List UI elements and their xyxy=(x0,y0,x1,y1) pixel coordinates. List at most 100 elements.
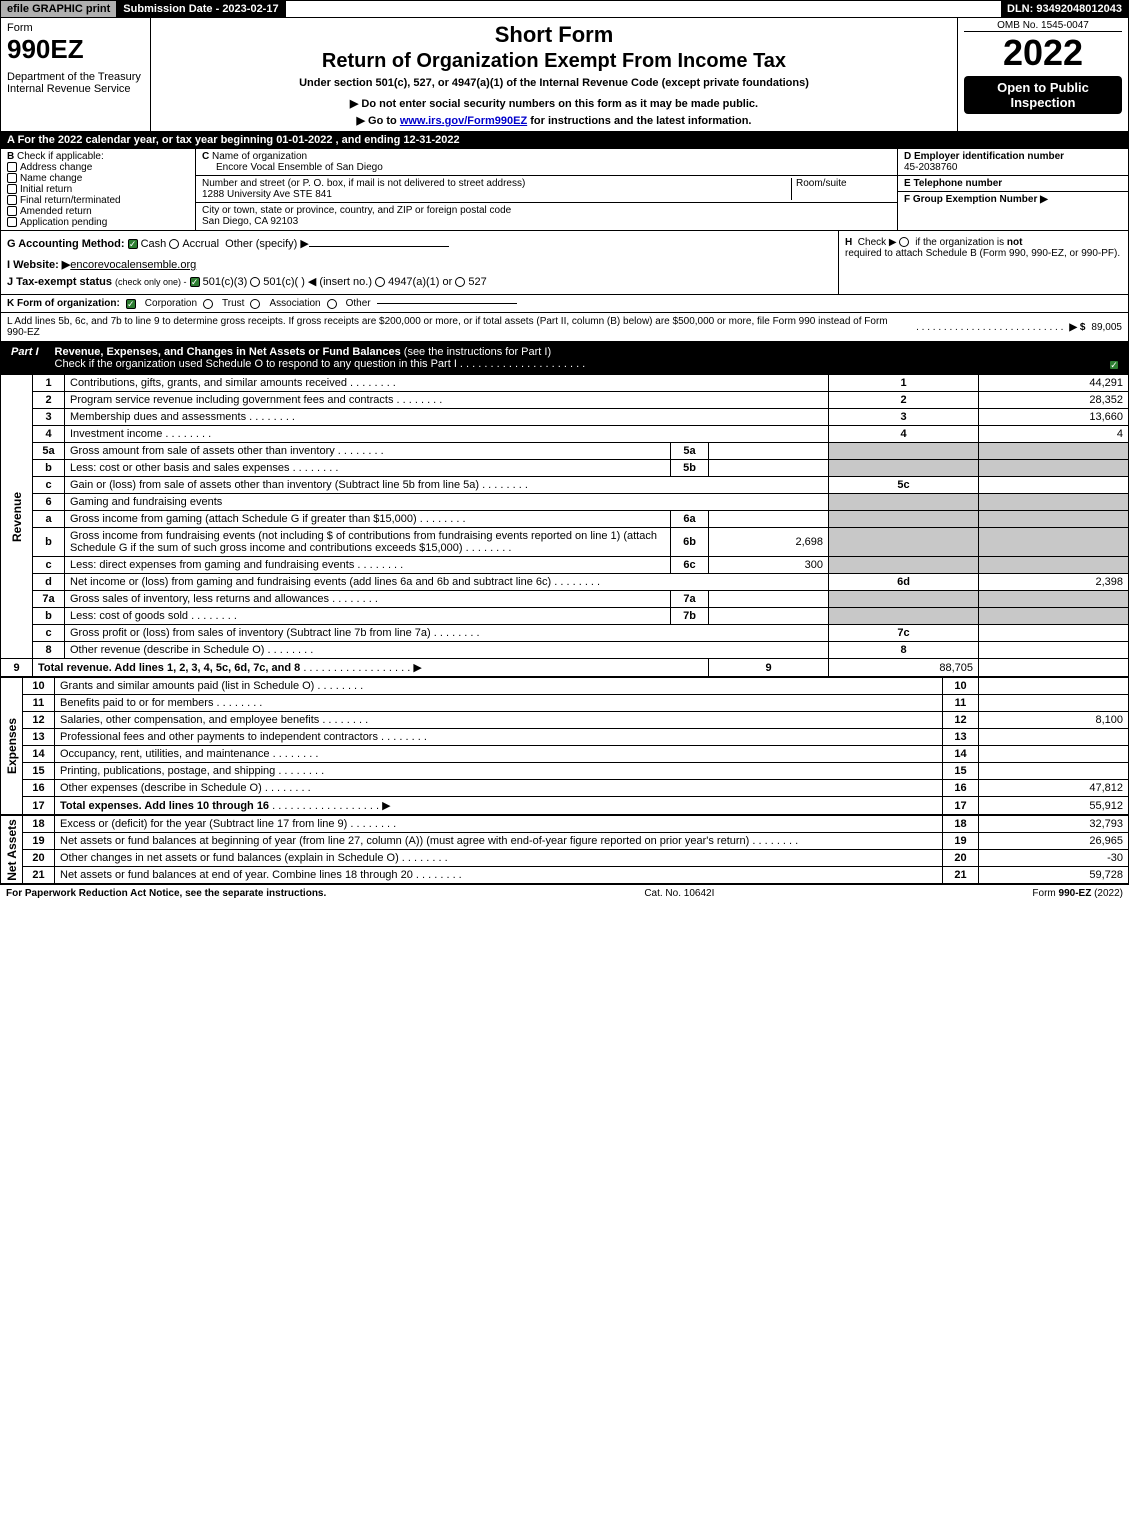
line-i: I Website: ▶encorevocalensemble.org xyxy=(7,258,832,271)
form-ref: Form 990-EZ (2022) xyxy=(1032,888,1123,899)
name-change-label: Name change xyxy=(20,173,82,184)
association-label: Association xyxy=(269,298,320,309)
revenue-vlabel: Revenue xyxy=(1,375,33,659)
paperwork-notice: For Paperwork Reduction Act Notice, see … xyxy=(6,888,326,899)
h-not: not xyxy=(1007,237,1023,248)
checkbox-amended-return[interactable] xyxy=(7,206,17,216)
revenue-table: Revenue 1Contributions, gifts, grants, a… xyxy=(0,374,1129,677)
checkbox-cash[interactable]: ✓ xyxy=(128,239,138,249)
l-text: L Add lines 5b, 6c, and 7b to line 9 to … xyxy=(7,316,910,338)
radio-association[interactable] xyxy=(250,299,260,309)
checkbox-initial-return[interactable] xyxy=(7,184,17,194)
title-return: Return of Organization Exempt From Incom… xyxy=(159,50,949,73)
arrow-icon: ▶ xyxy=(1040,194,1048,205)
table-row: 14Occupancy, rent, utilities, and mainte… xyxy=(1,746,1129,763)
street-address: 1288 University Ave STE 841 xyxy=(202,189,332,200)
section-b-c-d-e-f: B Check if applicable: Address change Na… xyxy=(0,149,1129,231)
table-row: 21Net assets or fund balances at end of … xyxy=(1,867,1129,884)
accrual-label: Accrual xyxy=(182,238,219,250)
table-row: 6Gaming and fundraising events xyxy=(1,494,1129,511)
h-label: H xyxy=(845,237,852,248)
h-check-text: Check ▶ xyxy=(858,237,897,248)
other-org-input[interactable] xyxy=(377,303,517,304)
checkbox-501c3[interactable]: ✓ xyxy=(190,277,200,287)
table-row: bGross income from fundraising events (n… xyxy=(1,528,1129,557)
527-label: 527 xyxy=(468,276,486,288)
line-a-tax-year: A For the 2022 calendar year, or tax yea… xyxy=(0,132,1129,149)
part-1-note: (see the instructions for Part I) xyxy=(404,346,551,358)
ssn-warning: ▶ Do not enter social security numbers o… xyxy=(159,97,949,110)
form-word: Form xyxy=(7,22,33,34)
table-row: dNet income or (loss) from gaming and fu… xyxy=(1,574,1129,591)
501c-label: 501(c)( ) ◀ (insert no.) xyxy=(263,276,372,288)
arrow-icon: ▶ $ xyxy=(1069,322,1085,333)
table-row: 19Net assets or fund balances at beginni… xyxy=(1,833,1129,850)
submission-date: Submission Date - 2023-02-17 xyxy=(117,1,285,17)
dept-treasury: Department of the Treasury xyxy=(7,71,144,83)
address-change-label: Address change xyxy=(20,162,92,173)
checkbox-name-change[interactable] xyxy=(7,173,17,183)
efile-print-button[interactable]: efile GRAPHIC print xyxy=(1,1,117,17)
radio-schedule-b[interactable] xyxy=(899,237,909,247)
check-applicable-label: Check if applicable: xyxy=(17,151,104,162)
netassets-vlabel: Net Assets xyxy=(1,816,23,884)
table-row: 17Total expenses. Add lines 10 through 1… xyxy=(1,797,1129,815)
radio-other-org[interactable] xyxy=(327,299,337,309)
radio-4947[interactable] xyxy=(375,277,385,287)
corporation-label: Corporation xyxy=(145,298,197,309)
other-specify-input[interactable] xyxy=(309,246,449,247)
application-pending-label: Application pending xyxy=(20,217,107,228)
checkbox-schedule-o[interactable]: ✓ xyxy=(1109,360,1119,370)
checkbox-corporation[interactable]: ✓ xyxy=(126,299,136,309)
part-1-title: Revenue, Expenses, and Changes in Net As… xyxy=(49,343,1128,373)
table-row: 20Other changes in net assets or fund ba… xyxy=(1,850,1129,867)
table-row: cGross profit or (loss) from sales of in… xyxy=(1,625,1129,642)
table-row: 10Grants and similar amounts paid (list … xyxy=(1,678,1129,695)
line-l: L Add lines 5b, 6c, and 7b to line 9 to … xyxy=(0,313,1129,342)
ein-value: 45-2038760 xyxy=(904,162,957,173)
addr-label: Number and street (or P. O. box, if mail… xyxy=(202,178,525,189)
radio-527[interactable] xyxy=(455,277,465,287)
amended-return-label: Amended return xyxy=(20,206,92,217)
checkbox-final-return[interactable] xyxy=(7,195,17,205)
radio-accrual[interactable] xyxy=(169,239,179,249)
table-row: 8Other revenue (describe in Schedule O) … xyxy=(1,642,1129,659)
checkbox-address-change[interactable] xyxy=(7,162,17,172)
other-specify-label: Other (specify) ▶ xyxy=(225,238,309,250)
form-number: 990EZ xyxy=(7,34,84,64)
expenses-vlabel: Expenses xyxy=(1,678,23,815)
website-link[interactable]: encorevocalensemble.org xyxy=(70,259,196,271)
j-label: J Tax-exempt status xyxy=(7,276,112,288)
gross-receipts: 89,005 xyxy=(1091,322,1122,333)
org-name-label: Name of organization xyxy=(212,151,307,162)
group-exemption-label: F Group Exemption Number xyxy=(904,194,1037,205)
radio-501c[interactable] xyxy=(250,277,260,287)
initial-return-label: Initial return xyxy=(20,184,72,195)
irs-link[interactable]: www.irs.gov/Form990EZ xyxy=(400,115,527,127)
omb-number: OMB No. 1545-0047 xyxy=(964,20,1122,32)
table-row: bLess: cost or other basis and sales exp… xyxy=(1,460,1129,477)
subtitle: Under section 501(c), 527, or 4947(a)(1)… xyxy=(159,77,949,89)
goto-pre: ▶ Go to xyxy=(357,115,400,127)
c-label: C xyxy=(202,151,209,162)
part-1-label: Part I xyxy=(1,343,49,373)
j-note: (check only one) - xyxy=(115,277,187,287)
checkbox-application-pending[interactable] xyxy=(7,217,17,227)
table-row: 16Other expenses (describe in Schedule O… xyxy=(1,780,1129,797)
g-label: G Accounting Method: xyxy=(7,238,125,250)
ein-label: D Employer identification number xyxy=(904,151,1064,162)
table-row: bLess: cost of goods sold . . . . . . . … xyxy=(1,608,1129,625)
radio-trust[interactable] xyxy=(203,299,213,309)
table-row: cLess: direct expenses from gaming and f… xyxy=(1,557,1129,574)
4947-label: 4947(a)(1) or xyxy=(388,276,452,288)
open-inspection: Open to Public Inspection xyxy=(964,76,1122,114)
table-row: cGain or (loss) from sale of assets othe… xyxy=(1,477,1129,494)
k-label: K Form of organization: xyxy=(7,298,120,309)
website-label: I Website: ▶ xyxy=(7,259,70,271)
table-row: 18Excess or (deficit) for the year (Subt… xyxy=(1,816,1129,833)
cash-label: Cash xyxy=(141,238,167,250)
table-row: 15Printing, publications, postage, and s… xyxy=(1,763,1129,780)
line-k: K Form of organization: ✓Corporation Tru… xyxy=(0,295,1129,313)
cat-no: Cat. No. 10642I xyxy=(644,888,714,899)
goto-line: ▶ Go to www.irs.gov/Form990EZ for instru… xyxy=(159,114,949,127)
